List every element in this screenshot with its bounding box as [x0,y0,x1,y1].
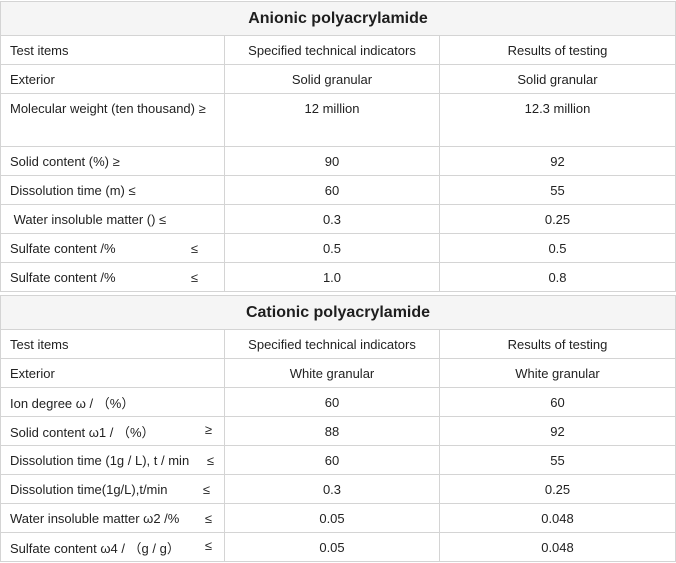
result-cell: 92 [439,146,676,176]
spec-cell: 0.3 [224,204,440,234]
test-item-label: Solid content ω1 / （%） [10,424,155,440]
result-cell: 12.3 million [439,93,676,147]
test-item-cell: Solid content (%) ≥ [0,146,225,176]
test-item-cell: Dissolution time (m) ≤ [0,175,225,205]
table-row: Dissolution time(1g/L),t/min ≤ 0.3 0.25 [0,474,676,504]
result-cell: 92 [439,416,676,446]
table-row: Water insoluble matter () ≤ 0.3 0.25 [0,204,676,234]
table-row: Molecular weight (ten thousand) ≥ 12 mil… [0,93,676,147]
test-item-cell: Water insoluble matter () ≤ [0,204,225,234]
result-cell: 0.8 [439,262,676,292]
cationic-table: Cationic polyacrylamide Test items Speci… [0,295,676,562]
spec-cell: White granular [224,358,440,388]
spec-cell: 60 [224,175,440,205]
test-item-label: Water insoluble matter ω2 /% [10,510,180,526]
test-item-cell: Test items [0,35,225,65]
table-row: Test items Specified technical indicator… [0,35,676,65]
table-row: Sulfate content /% ≤ 1.0 0.8 [0,262,676,292]
comparison-symbol: ≤ [190,269,198,285]
result-cell: 0.5 [439,233,676,263]
table-row: Exterior White granular White granular [0,358,676,388]
table-title: Anionic polyacrylamide [0,1,676,36]
result-cell: Results of testing [439,329,676,359]
result-cell: 0.25 [439,474,676,504]
test-item-cell: Dissolution time(1g/L),t/min ≤ [0,474,225,504]
spec-cell: 90 [224,146,440,176]
spec-cell: Specified technical indicators [224,329,440,359]
test-item-cell: Exterior [0,358,225,388]
spec-cell: 12 million [224,93,440,147]
table-title: Cationic polyacrylamide [0,295,676,330]
result-cell: Solid granular [439,64,676,94]
spec-cell: 1.0 [224,262,440,292]
spec-cell: 0.3 [224,474,440,504]
table-row: Sulfate content /% ≤ 0.5 0.5 [0,233,676,263]
test-item-cell: Sulfate content /% ≤ [0,262,225,292]
comparison-symbol: ≥ [204,421,212,437]
table-row: Solid content ω1 / （%） ≥ 88 92 [0,416,676,446]
test-item-cell: Dissolution time (1g / L), t / min ≤ [0,445,225,475]
test-item-label: Dissolution time(1g/L),t/min [10,481,168,497]
comparison-symbol: ≤ [204,510,212,526]
test-item-cell: Test items [0,329,225,359]
test-item-cell: Molecular weight (ten thousand) ≥ [0,93,225,147]
test-item-cell: Solid content ω1 / （%） ≥ [0,416,225,446]
table-row: Test items Specified technical indicator… [0,329,676,359]
table-row: Sulfate content ω4 / （g / g） ≤ 0.05 0.04… [0,532,676,562]
table-row: Exterior Solid granular Solid granular [0,64,676,94]
anionic-table: Anionic polyacrylamide Test items Specif… [0,1,676,292]
test-item-cell: Exterior [0,64,225,94]
result-cell: Results of testing [439,35,676,65]
test-item-label: Sulfate content ω4 / （g / g） [10,540,180,556]
result-cell: 0.25 [439,204,676,234]
test-item-cell: Water insoluble matter ω2 /% ≤ [0,503,225,533]
result-cell: 0.048 [439,532,676,562]
table-row: Ion degree ω / （%） 60 60 [0,387,676,417]
test-item-cell: Sulfate content ω4 / （g / g） ≤ [0,532,225,562]
result-cell: 55 [439,175,676,205]
spec-cell: Specified technical indicators [224,35,440,65]
spec-cell: 0.05 [224,532,440,562]
spec-cell: 0.05 [224,503,440,533]
result-cell: 60 [439,387,676,417]
spec-cell: 60 [224,387,440,417]
test-item-label: Sulfate content /% [10,240,116,256]
comparison-symbol: ≤ [202,481,210,497]
table-row: Water insoluble matter ω2 /% ≤ 0.05 0.04… [0,503,676,533]
table-row: Dissolution time (m) ≤ 60 55 [0,175,676,205]
table-row: Solid content (%) ≥ 90 92 [0,146,676,176]
test-item-cell: Ion degree ω / （%） [0,387,225,417]
test-item-label: Sulfate content /% [10,269,116,285]
comparison-symbol: ≤ [190,240,198,256]
result-cell: 0.048 [439,503,676,533]
result-cell: 55 [439,445,676,475]
test-item-cell: Sulfate content /% ≤ [0,233,225,263]
test-item-label: Dissolution time (1g / L), t / min [10,452,190,468]
table-row: Dissolution time (1g / L), t / min ≤ 60 … [0,445,676,475]
spec-cell: Solid granular [224,64,440,94]
comparison-symbol: ≤ [206,452,214,468]
spec-cell: 88 [224,416,440,446]
comparison-symbol: ≤ [204,537,212,553]
result-cell: White granular [439,358,676,388]
spec-cell: 0.5 [224,233,440,263]
spec-cell: 60 [224,445,440,475]
